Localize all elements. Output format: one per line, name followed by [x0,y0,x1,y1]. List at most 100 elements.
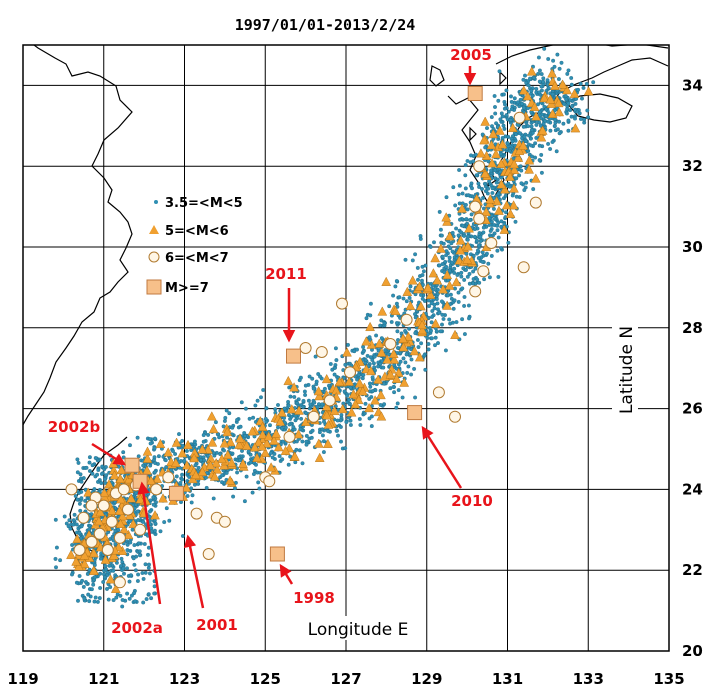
quake-dot [429,320,434,325]
quake-circle [73,544,86,556]
quake-circle [513,111,526,124]
quake-triangle [286,404,297,414]
quake-triangle [570,123,581,133]
quake-dot [180,438,185,443]
quake-dot [190,493,195,498]
quake-triangle [177,448,188,458]
quake-triangle [444,280,455,290]
quake-dot [457,168,462,172]
quake-dot [71,518,76,523]
quake-triangle [205,460,216,470]
quake-dot [286,403,291,408]
quake-dot [114,595,119,600]
quake-dot [357,417,362,421]
quake-dot [514,194,519,199]
quake-dot [177,432,181,437]
quake-dot [261,388,266,392]
y-axis-label: Latitude N [617,326,637,414]
quake-dot [395,329,400,334]
quake-triangle [155,438,166,448]
quake-triangle [219,438,230,448]
quake-triangle [569,88,580,98]
quake-dot [77,531,82,535]
quake-dot [128,443,132,448]
quake-dot [142,542,147,546]
quake-dot [466,193,471,198]
quake-dot [463,202,468,207]
quake-dot [541,76,546,81]
quake-dot [270,455,275,460]
quake-triangle [370,395,380,405]
quake-circle [307,410,320,423]
quake-dot [536,55,541,60]
quake-dot [237,455,241,459]
quake-dot [467,281,472,286]
quake-dot [78,508,83,513]
quake-triangle [104,479,114,489]
quake-dot [436,341,440,346]
quake-dot [573,116,577,121]
quake-triangle [441,212,452,222]
quake-triangle [496,179,507,189]
quake-dot [415,265,420,270]
quake-dot [318,374,323,379]
quake-dot [394,321,399,325]
quake-triangle [432,275,443,285]
quake-dot [313,354,318,359]
quake-dot [499,224,504,229]
quake-dot [493,168,497,173]
quake-dot [321,450,326,455]
quake-dot [475,248,480,253]
quake-dot [361,345,366,349]
event-label-2010: 2010 [451,492,493,510]
quake-dot [437,310,442,315]
quake-dot [438,227,443,232]
quake-dot [185,494,190,498]
quake-dot [529,88,534,93]
quake-dot [510,139,515,144]
quake-dot [465,159,470,163]
quake-dot [87,599,92,604]
quake-dot [462,295,467,299]
quake-triangle [382,354,393,364]
quake-triangle [514,145,525,156]
quake-dot [128,540,133,545]
quake-dot [561,121,566,126]
quake-dot [295,401,300,406]
quake-triangle [334,376,345,386]
quake-triangle [416,301,426,311]
quake-dot [420,278,424,283]
quake-dot [133,568,138,573]
quake-dot [96,468,101,472]
quake-dot [566,101,571,106]
quake-triangle [476,148,486,158]
quake-dot [464,217,469,222]
quake-dot [140,519,145,524]
quake-dot [152,591,157,596]
quake-triangle [550,80,560,91]
quake-circle [384,338,397,350]
quake-dot [365,353,370,358]
quake-triangle [450,329,460,339]
quake-dot [539,84,544,89]
quake-triangle [417,325,428,335]
y-tick-26: 26 [682,400,703,418]
quake-dot [383,348,388,353]
quake-dot [464,268,468,272]
quake-dot [465,237,470,242]
quake-triangle [126,493,137,503]
quake-dot [425,336,430,340]
quake-dot [419,341,424,346]
quake-triangle [260,447,271,457]
quake-dot [97,478,102,483]
quake-dot [420,296,425,301]
quake-dot [334,358,339,363]
quake-dot [381,365,386,370]
quake-dot [367,381,372,386]
quake-dot [276,425,280,430]
quake-triangle [381,276,392,286]
quake-dot [242,499,247,504]
y-tick-22: 22 [682,561,703,579]
quake-dot [448,246,453,251]
quake-dot [293,418,298,423]
